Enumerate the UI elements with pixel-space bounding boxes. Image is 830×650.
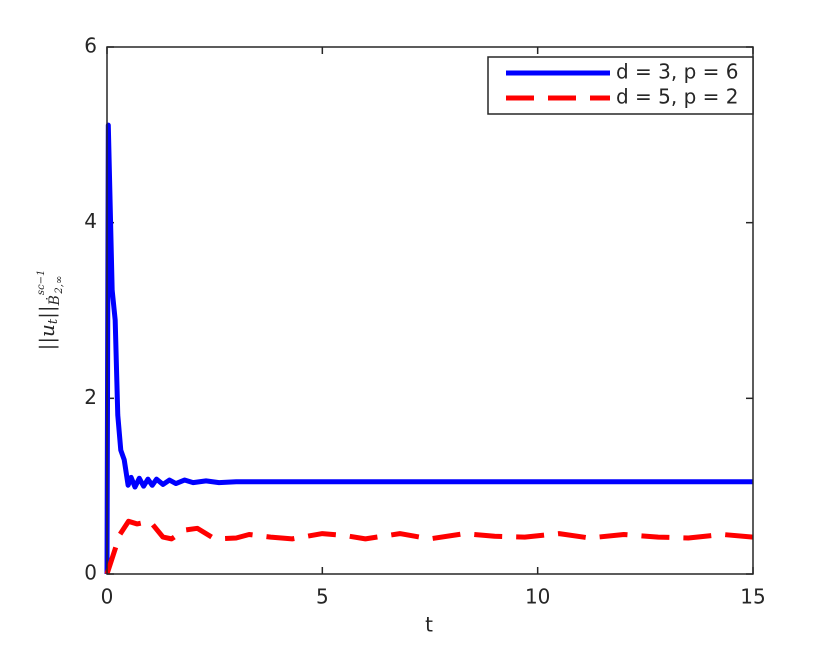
plot-frame xyxy=(106,46,754,575)
legend-box xyxy=(487,56,754,115)
data-line xyxy=(104,122,753,575)
legend-label: d = 5, p = 2 xyxy=(616,85,739,109)
y-tick-label: 0 xyxy=(84,561,97,585)
y-tick-label: 4 xyxy=(84,209,97,233)
y-tick-label: 2 xyxy=(84,385,97,409)
y-label-part: sc−1 xyxy=(36,270,47,295)
x-tick-label: 15 xyxy=(740,585,765,609)
y-tick-label: 6 xyxy=(84,34,97,58)
x-tick-label: 5 xyxy=(316,585,329,609)
y-label-part: 2,∞ xyxy=(54,276,65,295)
x-axis-label: t xyxy=(425,613,433,637)
x-tick-label: 10 xyxy=(525,585,550,609)
x-tick-label: 0 xyxy=(101,585,114,609)
y-label-part: Ḃ xyxy=(45,295,63,306)
y-axis-label: ||ut||Ḃsc−1 2,∞ xyxy=(35,270,65,351)
y-label-part: || xyxy=(35,305,60,318)
y-label-part: ||u xyxy=(35,324,60,350)
legend-label: d = 3, p = 6 xyxy=(616,60,739,84)
y-label-part: t xyxy=(46,318,61,324)
